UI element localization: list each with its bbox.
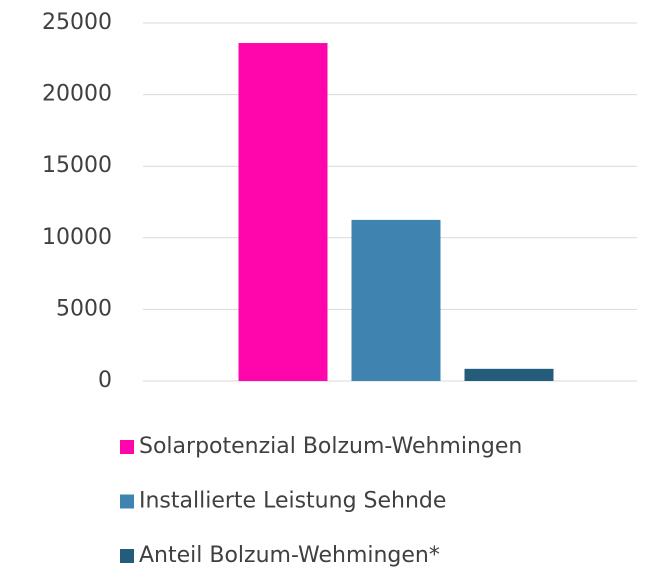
bar [238,43,328,381]
bar [351,219,441,381]
legend-swatch [120,549,134,563]
y-tick-label: 15000 [42,153,112,178]
y-tick-label: 20000 [42,82,112,107]
legend-swatch [120,494,134,509]
y-tick-label: 5000 [56,296,112,321]
legend-label: Anteil Bolzum-Wehmingen* [139,543,440,568]
legend-label: Solarpotenzial Bolzum-Wehmingen [139,434,522,459]
y-tick-label: 0 [98,368,112,393]
legend-swatch [120,440,134,454]
legend-label: Installierte Leistung Sehnde [139,489,446,514]
y-tick-label: 10000 [42,225,112,250]
bar [464,368,554,381]
y-tick-label: 25000 [42,10,112,35]
